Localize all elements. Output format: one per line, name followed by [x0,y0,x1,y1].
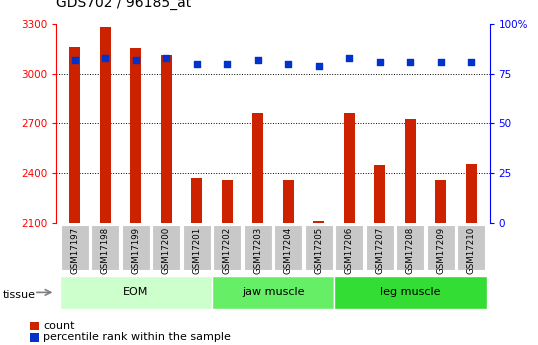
Bar [192,178,202,223]
FancyBboxPatch shape [305,225,333,270]
Point [467,59,476,65]
Text: percentile rank within the sample: percentile rank within the sample [43,333,231,342]
FancyBboxPatch shape [60,276,212,309]
Text: jaw muscle: jaw muscle [242,287,305,297]
Text: GSM17197: GSM17197 [70,227,79,274]
Text: GSM17202: GSM17202 [223,227,232,274]
Point [101,55,110,61]
FancyBboxPatch shape [334,276,486,309]
Bar [314,220,324,223]
FancyBboxPatch shape [427,225,455,270]
Bar [252,112,263,223]
FancyBboxPatch shape [244,225,272,270]
Point [284,61,293,67]
Point [253,57,262,63]
Text: GSM17208: GSM17208 [406,227,415,274]
Text: EOM: EOM [123,287,148,297]
Text: GSM17200: GSM17200 [162,227,171,274]
Point [223,61,231,67]
FancyBboxPatch shape [457,225,485,270]
Bar [405,119,416,223]
FancyBboxPatch shape [212,276,334,309]
FancyBboxPatch shape [61,225,89,270]
Point [315,63,323,69]
Text: GSM17199: GSM17199 [131,227,140,274]
Bar [161,55,172,223]
FancyBboxPatch shape [91,225,119,270]
Bar [222,180,232,223]
Bar [344,112,355,223]
Text: leg muscle: leg muscle [380,287,441,297]
Text: GSM17203: GSM17203 [253,227,263,274]
FancyBboxPatch shape [274,225,302,270]
FancyBboxPatch shape [183,225,211,270]
Bar [435,179,446,223]
Bar [69,47,80,223]
Bar [130,48,141,223]
Text: GSM17204: GSM17204 [284,227,293,274]
Point [70,57,79,63]
Point [193,61,201,67]
Text: GSM17206: GSM17206 [345,227,354,274]
Point [406,59,415,65]
Bar [100,28,111,223]
Text: GSM17207: GSM17207 [376,227,384,274]
Bar [283,179,294,223]
FancyBboxPatch shape [366,225,394,270]
Point [436,59,445,65]
FancyBboxPatch shape [122,225,150,270]
Point [376,59,384,65]
FancyBboxPatch shape [335,225,363,270]
Text: count: count [43,321,75,331]
Point [345,55,353,61]
FancyBboxPatch shape [397,225,424,270]
Bar [374,165,385,223]
Text: GSM17198: GSM17198 [101,227,110,274]
Text: GSM17210: GSM17210 [467,227,476,274]
Text: GSM17201: GSM17201 [192,227,201,274]
Point [162,55,171,61]
Text: tissue: tissue [3,290,36,300]
Text: GSM17205: GSM17205 [314,227,323,274]
Text: GSM17209: GSM17209 [436,227,445,274]
FancyBboxPatch shape [152,225,180,270]
Text: GDS702 / 96185_at: GDS702 / 96185_at [56,0,192,10]
Bar [466,164,477,223]
FancyBboxPatch shape [213,225,242,270]
Point [131,57,140,63]
